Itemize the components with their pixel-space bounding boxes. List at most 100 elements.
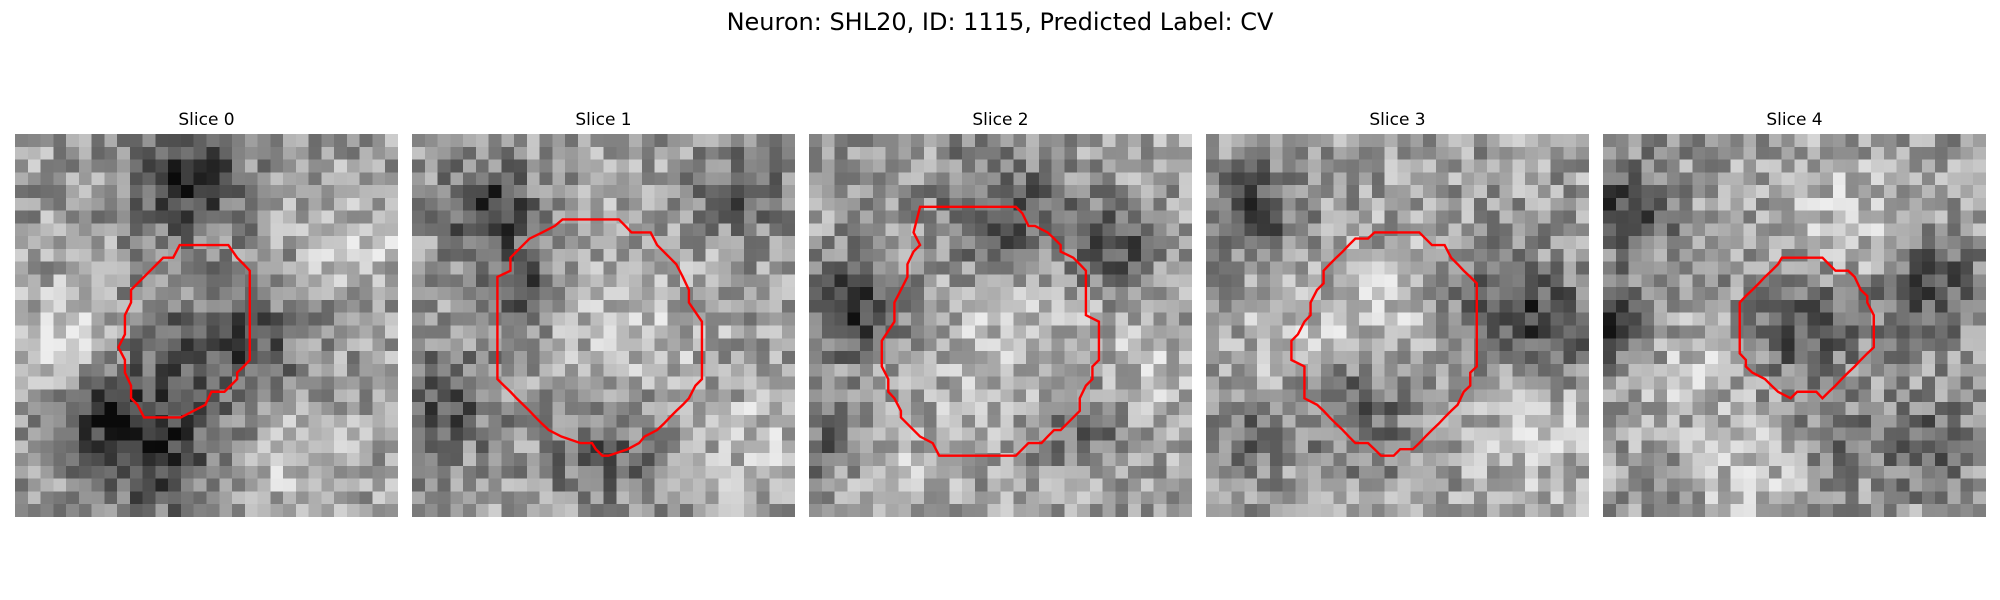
image-pixel bbox=[1397, 351, 1411, 365]
image-pixel bbox=[385, 172, 398, 186]
image-pixel bbox=[756, 376, 770, 390]
image-pixel bbox=[1858, 427, 1872, 441]
image-pixel bbox=[1922, 440, 1936, 454]
image-pixel bbox=[603, 338, 617, 352]
image-pixel bbox=[1909, 453, 1923, 467]
image-pixel bbox=[743, 172, 758, 186]
image-pixel bbox=[1743, 236, 1757, 250]
image-pixel bbox=[603, 376, 617, 390]
image-pixel bbox=[206, 351, 220, 365]
image-pixel bbox=[1973, 159, 1986, 173]
image-pixel bbox=[1384, 338, 1398, 352]
image-pixel bbox=[834, 299, 848, 314]
image-pixel bbox=[463, 453, 477, 467]
image-pixel bbox=[1064, 338, 1078, 352]
image-pixel bbox=[257, 248, 271, 262]
image-pixel bbox=[1858, 440, 1872, 454]
slice-panel-3: Slice 3 bbox=[1206, 108, 1589, 517]
image-pixel bbox=[641, 402, 655, 416]
image-pixel bbox=[577, 236, 592, 250]
image-pixel bbox=[1346, 351, 1360, 365]
image-pixel bbox=[53, 299, 67, 314]
image-pixel bbox=[1000, 402, 1014, 416]
image-pixel bbox=[1410, 389, 1424, 403]
image-pixel bbox=[424, 351, 438, 365]
image-pixel bbox=[629, 427, 643, 441]
image-pixel bbox=[385, 504, 398, 517]
image-pixel bbox=[27, 504, 41, 517]
image-pixel bbox=[539, 299, 553, 314]
image-pixel bbox=[1000, 363, 1014, 377]
image-pixel bbox=[129, 172, 143, 186]
image-pixel bbox=[475, 146, 489, 160]
image-pixel bbox=[949, 248, 963, 262]
image-pixel bbox=[1730, 478, 1744, 492]
image-pixel bbox=[244, 325, 258, 339]
image-pixel bbox=[731, 159, 745, 173]
image-pixel bbox=[987, 338, 1001, 352]
image-pixel bbox=[1089, 478, 1103, 492]
image-pixel bbox=[743, 261, 758, 275]
image-pixel bbox=[809, 414, 823, 428]
image-pixel bbox=[1423, 414, 1437, 428]
image-pixel bbox=[1013, 134, 1027, 148]
image-pixel bbox=[1013, 427, 1027, 441]
image-pixel bbox=[1000, 236, 1014, 250]
image-pixel bbox=[1525, 210, 1539, 224]
image-pixel bbox=[15, 338, 29, 352]
image-pixel bbox=[1537, 376, 1552, 390]
image-pixel bbox=[372, 134, 386, 148]
image-pixel bbox=[1282, 376, 1296, 390]
image-pixel bbox=[1231, 427, 1245, 441]
image-pixel bbox=[705, 465, 719, 480]
image-pixel bbox=[1013, 261, 1027, 275]
image-pixel bbox=[1282, 363, 1296, 377]
image-pixel bbox=[847, 146, 861, 160]
image-pixel bbox=[1768, 223, 1783, 237]
image-pixel bbox=[1909, 261, 1923, 275]
image-pixel bbox=[244, 414, 258, 428]
image-pixel bbox=[1102, 210, 1116, 224]
image-pixel bbox=[346, 134, 361, 148]
image-pixel bbox=[1576, 287, 1589, 301]
image-pixel bbox=[1705, 427, 1719, 441]
image-pixel bbox=[1128, 389, 1142, 403]
image-pixel bbox=[1603, 465, 1617, 480]
image-pixel bbox=[590, 338, 604, 352]
image-pixel bbox=[1499, 478, 1513, 492]
image-pixel bbox=[1705, 491, 1719, 505]
image-pixel bbox=[1794, 287, 1808, 301]
image-pixel bbox=[949, 414, 963, 428]
image-pixel bbox=[641, 261, 655, 275]
image-pixel bbox=[1153, 261, 1167, 275]
image-pixel bbox=[680, 172, 694, 186]
image-pixel bbox=[962, 389, 976, 403]
image-pixel bbox=[1858, 363, 1872, 377]
image-pixel bbox=[40, 363, 54, 377]
image-pixel bbox=[590, 172, 604, 186]
image-pixel bbox=[565, 261, 579, 275]
image-pixel bbox=[180, 414, 195, 428]
image-pixel bbox=[731, 236, 745, 250]
image-pixel bbox=[898, 453, 912, 467]
image-pixel bbox=[1512, 414, 1526, 428]
image-pixel bbox=[1295, 351, 1309, 365]
image-pixel bbox=[1909, 427, 1923, 441]
image-pixel bbox=[743, 210, 758, 224]
image-pixel bbox=[1615, 478, 1629, 492]
slice-panel-2: Slice 2 bbox=[809, 108, 1192, 517]
image-pixel bbox=[1832, 146, 1846, 160]
image-pixel bbox=[1947, 287, 1961, 301]
image-pixel bbox=[1269, 210, 1283, 224]
image-pixel bbox=[66, 389, 80, 403]
image-pixel bbox=[219, 504, 233, 517]
image-pixel bbox=[1359, 453, 1373, 467]
image-pixel bbox=[1973, 172, 1986, 186]
image-pixel bbox=[821, 185, 835, 199]
image-pixel bbox=[1269, 312, 1283, 326]
image-pixel bbox=[821, 312, 835, 326]
image-pixel bbox=[987, 427, 1001, 441]
image-pixel bbox=[1973, 478, 1986, 492]
image-pixel bbox=[1089, 172, 1103, 186]
image-pixel bbox=[1128, 504, 1142, 517]
